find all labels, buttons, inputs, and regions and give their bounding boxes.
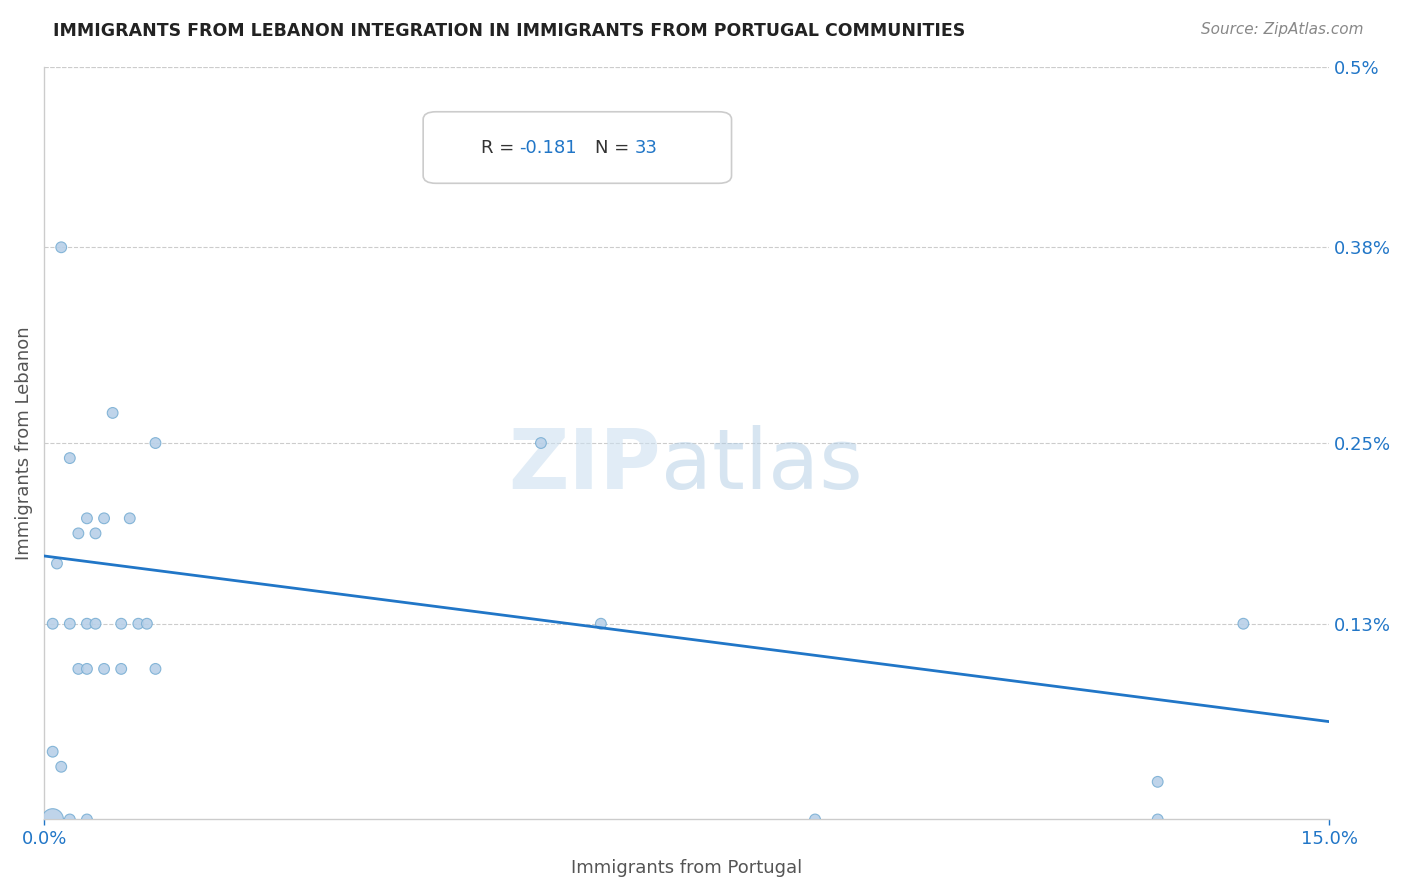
Point [135, 616, 157, 631]
Point [51, 240, 73, 254]
Text: R =: R = [481, 138, 520, 156]
Point [804, 813, 827, 827]
Point [41, 813, 63, 827]
Point [41, 616, 63, 631]
Point [59, 616, 82, 631]
Point [59, 813, 82, 827]
Point [84, 526, 107, 541]
Point [530, 436, 553, 450]
Text: ZIP: ZIP [509, 425, 661, 506]
Text: 33: 33 [636, 138, 658, 156]
Point [41, 745, 63, 759]
Y-axis label: Immigrants from Lebanon: Immigrants from Lebanon [15, 326, 32, 560]
Point [51, 760, 73, 774]
X-axis label: Immigrants from Portugal: Immigrants from Portugal [571, 859, 803, 877]
Point [59, 451, 82, 466]
Point [76, 662, 98, 676]
Text: -0.181: -0.181 [520, 138, 576, 156]
Text: Source: ZipAtlas.com: Source: ZipAtlas.com [1201, 22, 1364, 37]
Point [1146, 774, 1168, 789]
Point [145, 436, 167, 450]
Point [67, 526, 90, 541]
Point [110, 616, 132, 631]
Point [101, 406, 124, 420]
Text: atlas: atlas [661, 425, 863, 506]
Point [589, 616, 612, 631]
Point [93, 511, 115, 525]
Point [1146, 813, 1168, 827]
Text: N =: N = [595, 138, 636, 156]
Point [110, 662, 132, 676]
Point [76, 616, 98, 631]
Point [1232, 616, 1254, 631]
FancyBboxPatch shape [423, 112, 731, 183]
Point [46, 557, 69, 571]
Text: IMMIGRANTS FROM LEBANON INTEGRATION IN IMMIGRANTS FROM PORTUGAL COMMUNITIES: IMMIGRANTS FROM LEBANON INTEGRATION IN I… [53, 22, 966, 40]
Point [93, 662, 115, 676]
Point [118, 511, 141, 525]
Point [84, 616, 107, 631]
Point [76, 813, 98, 827]
Point [127, 616, 149, 631]
Point [145, 662, 167, 676]
Point [67, 662, 90, 676]
Point [76, 511, 98, 525]
